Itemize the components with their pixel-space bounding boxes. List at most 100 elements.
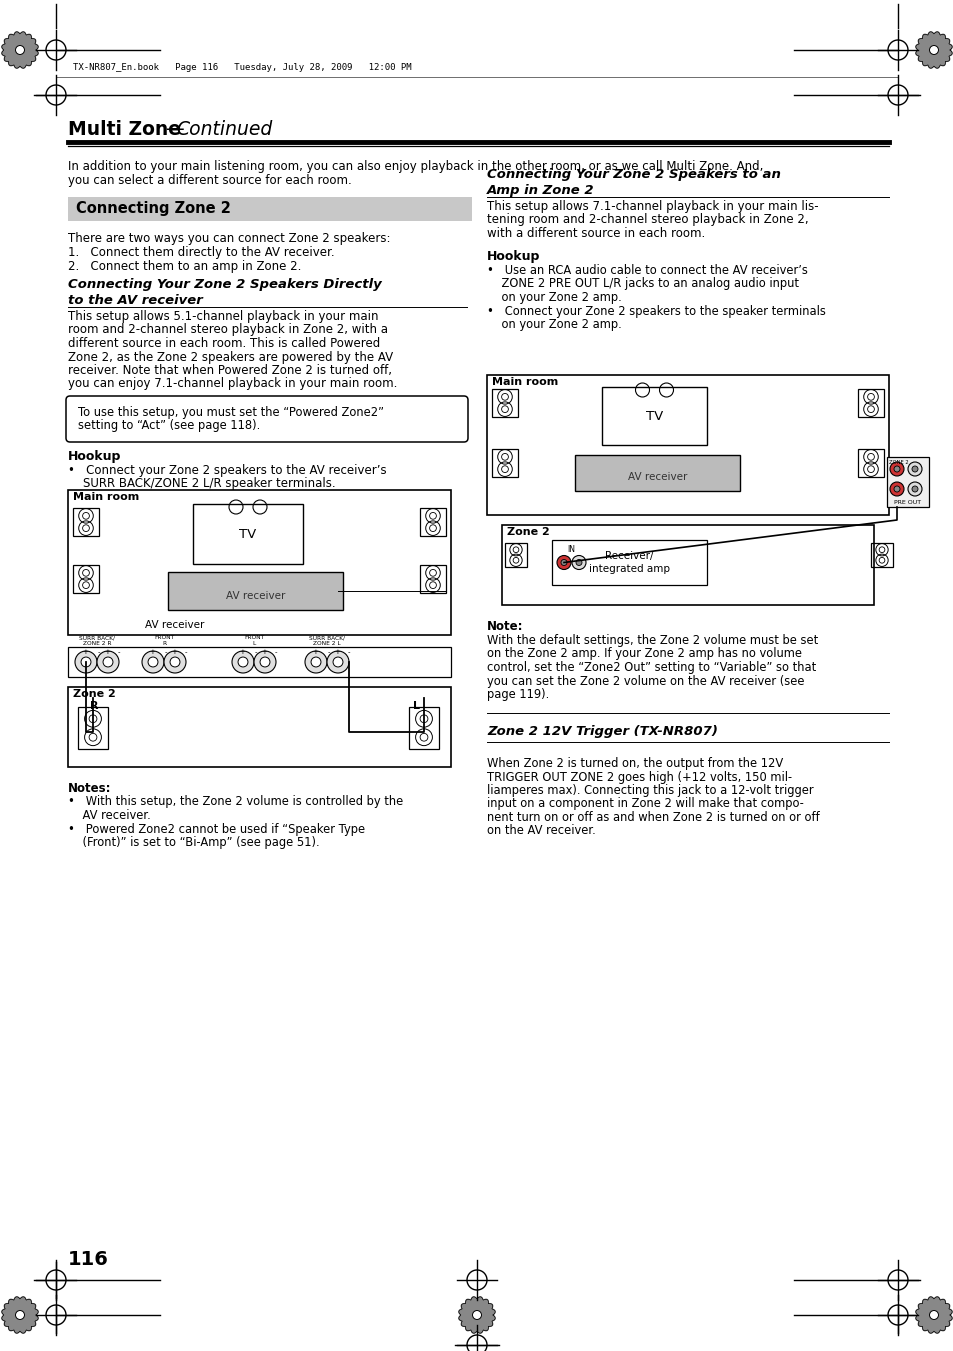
Text: SURR BACK/
ZONE 2 L: SURR BACK/ ZONE 2 L xyxy=(309,635,345,646)
Text: AV receiver: AV receiver xyxy=(226,590,285,601)
Bar xyxy=(486,376,888,515)
Text: FRONT
L: FRONT L xyxy=(244,635,264,646)
Circle shape xyxy=(907,462,921,476)
Text: Zone 2, as the Zone 2 speakers are powered by the AV: Zone 2, as the Zone 2 speakers are power… xyxy=(68,350,393,363)
Text: TV: TV xyxy=(645,409,662,423)
Circle shape xyxy=(103,657,112,667)
Text: with a different source in each room.: with a different source in each room. xyxy=(486,227,704,240)
Text: Connecting Your Zone 2 Speakers Directly: Connecting Your Zone 2 Speakers Directly xyxy=(68,278,381,290)
Bar xyxy=(68,490,451,635)
Circle shape xyxy=(148,657,158,667)
Text: SURR BACK/ZONE 2 L/R speaker terminals.: SURR BACK/ZONE 2 L/R speaker terminals. xyxy=(68,477,335,490)
Circle shape xyxy=(889,482,903,496)
Text: ZONE 2: ZONE 2 xyxy=(888,459,908,465)
Text: different source in each room. This is called Powered: different source in each room. This is c… xyxy=(68,336,380,350)
Polygon shape xyxy=(458,1297,495,1333)
Text: Amp in Zone 2: Amp in Zone 2 xyxy=(486,184,594,197)
Text: In addition to your main listening room, you can also enjoy playback in the othe: In addition to your main listening room,… xyxy=(68,159,762,173)
Circle shape xyxy=(889,462,903,476)
Text: •   Connect your Zone 2 speakers to the speaker terminals: • Connect your Zone 2 speakers to the sp… xyxy=(486,304,825,317)
Bar xyxy=(68,197,472,222)
Text: Note:: Note: xyxy=(486,620,523,634)
Text: setting to “Act” (see page 118).: setting to “Act” (see page 118). xyxy=(78,419,260,432)
Text: With the default settings, the Zone 2 volume must be set: With the default settings, the Zone 2 vo… xyxy=(486,634,818,647)
Bar xyxy=(504,543,526,567)
Text: -: - xyxy=(97,648,100,655)
Text: —: — xyxy=(165,120,183,139)
Text: +: + xyxy=(312,648,317,655)
Text: you can set the Zone 2 volume on the AV receiver (see: you can set the Zone 2 volume on the AV … xyxy=(486,674,803,688)
Bar xyxy=(552,540,706,585)
Text: you can select a different source for each room.: you can select a different source for ea… xyxy=(68,174,352,186)
Bar xyxy=(409,707,438,748)
Text: nent turn on or off as and when Zone 2 is turned on or off: nent turn on or off as and when Zone 2 i… xyxy=(486,811,819,824)
Circle shape xyxy=(472,1310,481,1320)
Text: room and 2-channel stereo playback in Zone 2, with a: room and 2-channel stereo playback in Zo… xyxy=(68,323,388,336)
Text: Multi Zone: Multi Zone xyxy=(68,120,181,139)
Text: Connecting Zone 2: Connecting Zone 2 xyxy=(76,201,231,216)
Text: -: - xyxy=(165,648,167,655)
Circle shape xyxy=(15,1310,25,1320)
Circle shape xyxy=(911,486,917,492)
Text: +: + xyxy=(149,648,154,655)
Circle shape xyxy=(557,555,571,570)
Text: Main room: Main room xyxy=(492,377,558,386)
Bar xyxy=(492,389,517,417)
Text: -: - xyxy=(348,648,350,655)
Circle shape xyxy=(893,466,899,471)
Circle shape xyxy=(15,46,25,54)
Bar xyxy=(857,449,883,477)
Text: Hookup: Hookup xyxy=(486,250,539,263)
Text: +: + xyxy=(171,648,176,655)
Bar xyxy=(601,386,706,444)
Text: you can enjoy 7.1-channel playback in your main room.: you can enjoy 7.1-channel playback in yo… xyxy=(68,377,397,390)
Circle shape xyxy=(260,657,270,667)
Text: +: + xyxy=(104,648,110,655)
Bar xyxy=(73,565,99,593)
Text: •   Connect your Zone 2 speakers to the AV receiver’s: • Connect your Zone 2 speakers to the AV… xyxy=(68,463,386,477)
Text: +: + xyxy=(334,648,339,655)
Bar xyxy=(73,508,99,536)
Text: on the AV receiver.: on the AV receiver. xyxy=(486,824,595,838)
Text: on your Zone 2 amp.: on your Zone 2 amp. xyxy=(486,317,621,331)
Text: receiver. Note that when Powered Zone 2 is turned off,: receiver. Note that when Powered Zone 2 … xyxy=(68,363,392,377)
Bar xyxy=(419,508,446,536)
Text: 1.   Connect them directly to the AV receiver.: 1. Connect them directly to the AV recei… xyxy=(68,246,335,259)
Text: on your Zone 2 amp.: on your Zone 2 amp. xyxy=(486,290,621,304)
Text: Zone 2 12V Trigger (TX-NR807): Zone 2 12V Trigger (TX-NR807) xyxy=(486,725,717,738)
Text: -: - xyxy=(117,648,120,655)
Text: -: - xyxy=(254,648,257,655)
Text: to the AV receiver: to the AV receiver xyxy=(68,295,203,307)
Bar xyxy=(168,571,343,611)
Circle shape xyxy=(164,651,186,673)
Circle shape xyxy=(97,651,119,673)
Text: Hookup: Hookup xyxy=(68,450,121,463)
Bar xyxy=(68,647,451,677)
Text: There are two ways you can connect Zone 2 speakers:: There are two ways you can connect Zone … xyxy=(68,232,390,245)
Text: TX-NR807_En.book   Page 116   Tuesday, July 28, 2009   12:00 PM: TX-NR807_En.book Page 116 Tuesday, July … xyxy=(73,63,411,73)
Circle shape xyxy=(928,46,938,54)
Text: +: + xyxy=(239,648,245,655)
Text: PRE OUT: PRE OUT xyxy=(894,500,921,505)
Text: control, set the “Zone2 Out” setting to “Variable” so that: control, set the “Zone2 Out” setting to … xyxy=(486,661,816,674)
Text: AV receiver: AV receiver xyxy=(627,471,686,482)
Text: TRIGGER OUT ZONE 2 goes high (+12 volts, 150 mil-: TRIGGER OUT ZONE 2 goes high (+12 volts,… xyxy=(486,770,791,784)
Text: Notes:: Notes: xyxy=(68,782,112,794)
Bar xyxy=(492,449,517,477)
Text: L: L xyxy=(413,701,419,711)
Circle shape xyxy=(907,482,921,496)
Circle shape xyxy=(170,657,180,667)
Text: +: + xyxy=(261,648,267,655)
Circle shape xyxy=(576,559,581,566)
Bar xyxy=(193,504,303,563)
Text: This setup allows 7.1-channel playback in your main lis-: This setup allows 7.1-channel playback i… xyxy=(486,200,818,213)
Circle shape xyxy=(911,466,917,471)
Text: AV receiver.: AV receiver. xyxy=(68,809,151,821)
Text: •   Powered Zone2 cannot be used if “Speaker Type: • Powered Zone2 cannot be used if “Speak… xyxy=(68,823,365,835)
Text: input on a component in Zone 2 will make that compo-: input on a component in Zone 2 will make… xyxy=(486,797,803,811)
Bar xyxy=(501,526,873,605)
Text: IN: IN xyxy=(566,544,575,554)
Text: Receiver/: Receiver/ xyxy=(604,551,653,562)
Circle shape xyxy=(81,657,91,667)
Circle shape xyxy=(327,651,349,673)
